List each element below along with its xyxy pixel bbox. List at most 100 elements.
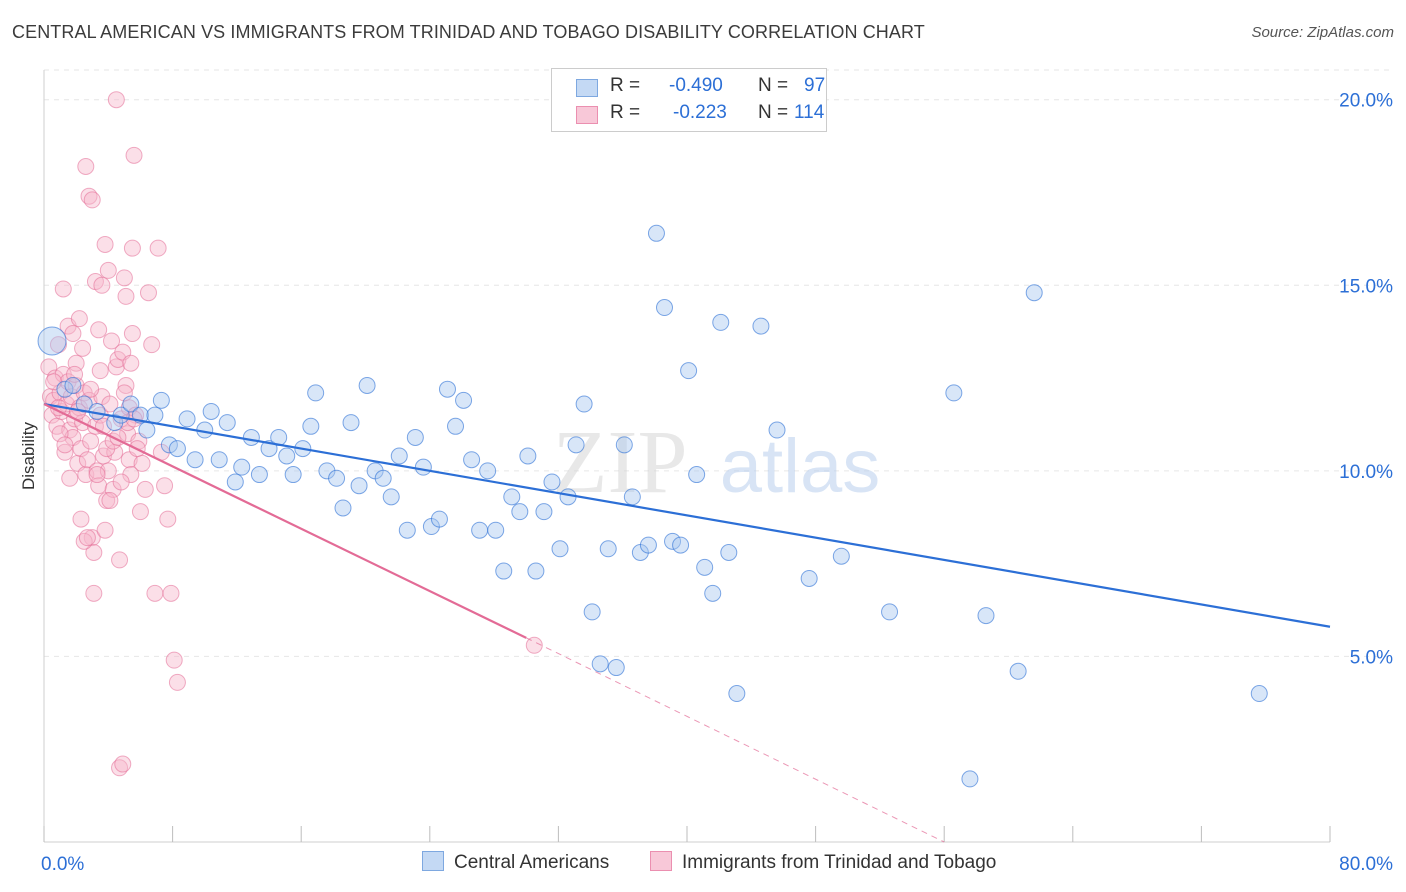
data-point-central-americans xyxy=(430,510,448,528)
data-point-trinidad-tobago xyxy=(122,354,140,372)
data-point-trinidad-tobago xyxy=(61,469,79,487)
data-point-trinidad-tobago xyxy=(83,191,101,209)
y-tick-label: 20.0% xyxy=(1339,91,1393,112)
data-point-central-americans xyxy=(519,447,537,465)
r-value: -0.223 xyxy=(673,102,727,123)
data-point-central-americans xyxy=(712,313,730,331)
data-point-trinidad-tobago xyxy=(96,521,114,539)
data-point-central-americans xyxy=(945,384,963,402)
data-point-central-americans xyxy=(800,569,818,587)
legend-item-trinidad-tobago[interactable]: Immigrants from Trinidad and Tobago xyxy=(650,851,996,877)
series-central-americans xyxy=(37,224,1268,788)
data-point-trinidad-tobago xyxy=(168,673,186,691)
n-label: N = xyxy=(758,75,789,96)
data-point-central-americans xyxy=(832,547,850,565)
source-label: Source: ZipAtlas.com xyxy=(1251,24,1394,41)
gridlines xyxy=(44,69,1392,657)
data-point-central-americans xyxy=(720,544,738,561)
data-point-central-americans xyxy=(1250,685,1268,703)
data-point-central-americans xyxy=(390,447,408,465)
data-point-trinidad-tobago xyxy=(101,395,119,413)
data-point-central-americans xyxy=(961,770,979,788)
data-point-central-americans xyxy=(591,655,609,673)
r-label: R = xyxy=(610,75,641,96)
data-point-central-americans xyxy=(278,447,296,465)
data-point-central-americans xyxy=(551,540,569,558)
data-point-trinidad-tobago xyxy=(159,510,177,528)
data-point-trinidad-tobago xyxy=(78,451,96,469)
data-point-central-americans xyxy=(334,499,352,517)
axis-labels: 5.0% 10.0% 15.0% 20.0% 0.0% 80.0% xyxy=(41,91,1393,875)
data-point-central-americans xyxy=(688,466,706,484)
data-point-trinidad-tobago xyxy=(525,636,543,654)
watermark-atlas: atlas xyxy=(720,424,881,509)
data-point-central-americans xyxy=(447,417,465,435)
data-point-trinidad-tobago xyxy=(107,91,125,109)
r-value: -0.490 xyxy=(669,75,723,96)
data-point-trinidad-tobago xyxy=(82,432,100,450)
pink-swatch-icon xyxy=(650,851,672,871)
trend-line-trinidad-tobago-extrapolated xyxy=(526,637,945,843)
data-point-central-americans xyxy=(210,451,228,469)
data-point-central-americans xyxy=(535,503,553,521)
r-label: R = xyxy=(610,102,641,123)
data-point-central-americans xyxy=(406,428,424,446)
data-point-central-americans xyxy=(680,362,698,380)
y-tick-label: 5.0% xyxy=(1350,647,1393,668)
data-point-trinidad-tobago xyxy=(123,239,141,257)
data-point-trinidad-tobago xyxy=(133,454,151,472)
data-point-trinidad-tobago xyxy=(125,146,143,164)
data-point-trinidad-tobago xyxy=(115,269,133,287)
trend-line-trinidad-tobago xyxy=(43,403,527,639)
data-point-central-americans xyxy=(242,428,260,446)
stats-legend: R = -0.490 N = 97 R = -0.223 N = 114 xyxy=(551,68,827,132)
data-point-trinidad-tobago xyxy=(156,477,174,495)
data-point-central-americans xyxy=(463,451,481,469)
data-point-trinidad-tobago xyxy=(56,436,74,454)
data-point-trinidad-tobago xyxy=(70,310,88,328)
blue-swatch-icon xyxy=(576,79,598,97)
data-point-central-americans xyxy=(672,536,690,554)
data-point-trinidad-tobago xyxy=(93,276,111,294)
data-point-central-americans xyxy=(122,395,140,413)
blue-swatch-icon xyxy=(422,851,444,871)
data-point-trinidad-tobago xyxy=(136,480,154,498)
data-point-central-americans xyxy=(455,391,473,409)
data-point-trinidad-tobago xyxy=(74,339,92,357)
data-point-central-americans xyxy=(374,469,392,487)
data-point-trinidad-tobago xyxy=(77,158,95,175)
legend-item-central-americans[interactable]: Central Americans xyxy=(422,851,609,877)
data-point-central-americans xyxy=(202,402,220,420)
data-point-central-americans xyxy=(704,584,722,602)
data-point-central-americans xyxy=(511,503,529,521)
data-point-central-americans xyxy=(583,603,601,621)
data-point-trinidad-tobago xyxy=(111,551,129,569)
data-point-trinidad-tobago xyxy=(85,544,103,561)
data-point-central-americans xyxy=(977,607,995,625)
data-point-trinidad-tobago xyxy=(99,462,117,480)
data-point-central-americans xyxy=(655,299,673,317)
data-point-central-americans xyxy=(138,421,156,439)
data-point-trinidad-tobago xyxy=(54,280,72,298)
x-tick-label-min: 0.0% xyxy=(41,854,84,875)
data-point-central-americans xyxy=(881,603,899,621)
data-point-central-americans xyxy=(358,376,376,394)
data-point-central-americans xyxy=(1025,284,1043,302)
data-point-trinidad-tobago xyxy=(83,529,101,547)
data-point-central-americans xyxy=(146,406,164,424)
data-point-trinidad-tobago xyxy=(123,325,141,343)
data-point-trinidad-tobago xyxy=(64,325,82,343)
data-point-trinidad-tobago xyxy=(78,529,96,547)
data-point-central-americans xyxy=(543,473,561,491)
data-point-trinidad-tobago xyxy=(114,755,132,773)
data-point-central-americans xyxy=(382,488,400,506)
legend-label: Central Americans xyxy=(454,852,610,873)
data-point-central-americans xyxy=(647,224,665,242)
data-point-trinidad-tobago xyxy=(146,584,164,602)
data-point-trinidad-tobago xyxy=(96,235,114,253)
data-point-trinidad-tobago xyxy=(112,473,130,491)
data-point-central-americans xyxy=(302,417,320,435)
data-point-trinidad-tobago xyxy=(91,362,109,380)
data-point-central-americans xyxy=(1009,662,1027,680)
